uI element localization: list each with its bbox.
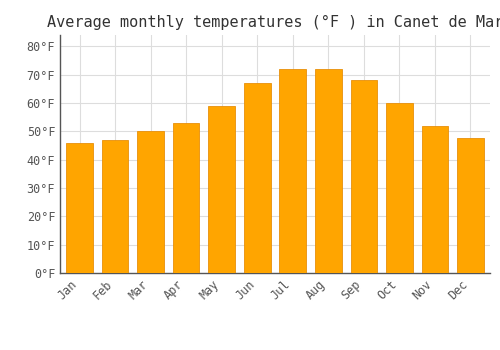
Bar [173,123,200,273]
Bar [208,106,235,273]
Bar [422,126,448,273]
Bar [244,83,270,273]
Bar [66,143,93,273]
Bar [350,80,377,273]
Bar [280,69,306,273]
Title: Average monthly temperatures (°F ) in Canet de Mar: Average monthly temperatures (°F ) in Ca… [47,15,500,30]
Bar [457,138,484,273]
Bar [386,103,412,273]
Bar [315,69,342,273]
Bar [102,140,128,273]
Bar [138,131,164,273]
